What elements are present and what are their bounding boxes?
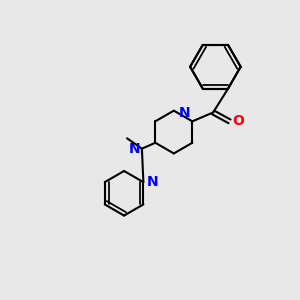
Text: N: N	[147, 175, 159, 189]
Text: N: N	[129, 142, 140, 156]
Text: N: N	[179, 106, 191, 120]
Text: O: O	[232, 114, 244, 128]
